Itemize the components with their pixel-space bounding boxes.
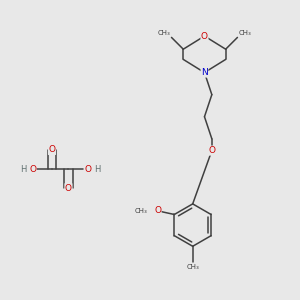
Text: O: O (154, 206, 161, 215)
Text: O: O (201, 32, 208, 40)
Text: O: O (208, 146, 215, 155)
Text: CH₃: CH₃ (134, 208, 147, 214)
Text: H: H (94, 165, 101, 174)
Text: H: H (20, 165, 26, 174)
Text: O: O (65, 184, 72, 193)
Text: CH₃: CH₃ (157, 30, 170, 36)
Text: CH₃: CH₃ (186, 264, 199, 270)
Text: CH₃: CH₃ (239, 30, 252, 36)
Text: O: O (49, 146, 56, 154)
Text: O: O (29, 165, 36, 174)
Text: O: O (84, 165, 91, 174)
Text: N: N (201, 68, 208, 77)
